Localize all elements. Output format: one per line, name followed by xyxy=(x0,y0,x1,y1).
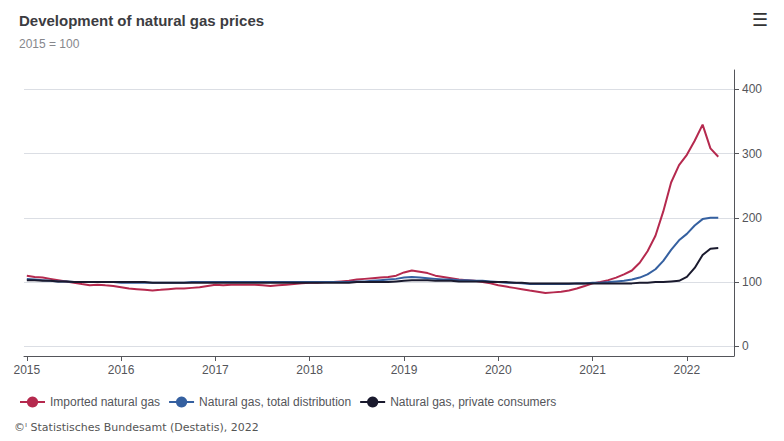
svg-text:2022: 2022 xyxy=(674,363,701,377)
svg-text:Imported natural gas: Imported natural gas xyxy=(50,395,160,409)
svg-text:2015 = 100: 2015 = 100 xyxy=(19,37,80,51)
svg-text:0: 0 xyxy=(742,339,749,353)
svg-text:2015: 2015 xyxy=(13,363,40,377)
svg-text:Natural gas, total distributio: Natural gas, total distribution xyxy=(199,395,351,409)
svg-text:2019: 2019 xyxy=(391,363,418,377)
svg-text:100: 100 xyxy=(742,275,762,289)
svg-text:☰: ☰ xyxy=(752,9,768,30)
svg-text:Development of natural gas pri: Development of natural gas prices xyxy=(19,12,264,29)
svg-text:©ᴵ Statistisches Bundesamt (De: ©ᴵ Statistisches Bundesamt (Destatis), 2… xyxy=(14,421,259,434)
svg-text:2017: 2017 xyxy=(202,363,229,377)
svg-text:200: 200 xyxy=(742,211,762,225)
svg-text:2020: 2020 xyxy=(485,363,512,377)
svg-text:300: 300 xyxy=(742,147,762,161)
svg-text:2016: 2016 xyxy=(108,363,135,377)
svg-text:Natural gas, private consumers: Natural gas, private consumers xyxy=(390,395,556,409)
svg-text:2018: 2018 xyxy=(296,363,323,377)
svg-text:400: 400 xyxy=(742,82,762,96)
svg-text:2021: 2021 xyxy=(579,363,606,377)
